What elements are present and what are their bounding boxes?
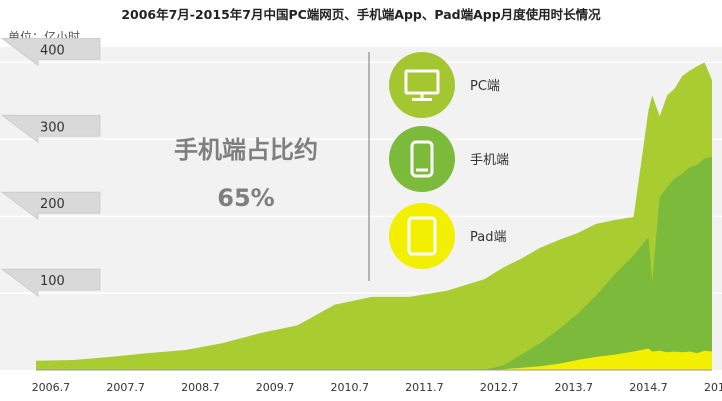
phone-icon — [410, 140, 434, 178]
legend-pc-circle — [389, 52, 455, 118]
legend-pc-label: PC端 — [470, 79, 500, 94]
legend-item-mobile: 手机端 — [389, 126, 509, 192]
area-series — [36, 62, 712, 371]
y-tab-400 — [0, 37, 101, 67]
y-tab-100 — [0, 268, 101, 297]
x-tick-label: 2010.7 — [330, 381, 369, 394]
x-tick-label: 2013.7 — [555, 381, 594, 394]
annotation-line1: 手机端占比约 — [174, 136, 318, 164]
x-tick-label: 2011.7 — [405, 381, 444, 394]
legend-item-pc: PC端 — [389, 52, 500, 118]
legend-item-pad: Pad端 — [389, 203, 506, 269]
x-tick-label: 2008.7 — [181, 381, 220, 394]
legend: PC端 手机端 Pad端 — [389, 52, 509, 269]
pad-area — [36, 348, 712, 370]
legend-mobile-circle — [389, 126, 455, 192]
legend-pad-label: Pad端 — [470, 230, 506, 245]
y-tick-label-100: 100 — [40, 274, 65, 289]
pc-area — [36, 62, 712, 371]
x-tick-label: 2009.7 — [256, 381, 295, 394]
mobile-area — [36, 157, 712, 370]
x-tick-label: 2015.7 — [704, 381, 722, 394]
y-tab-200 — [0, 191, 101, 220]
y-tick-label-200: 200 — [40, 197, 65, 212]
x-tick-label: 2006.7 — [32, 381, 71, 394]
x-tick-label: 2012.7 — [480, 381, 519, 394]
legend-pad-circle — [389, 203, 455, 269]
legend-mobile-label: 手机端 — [470, 153, 509, 168]
y-tab-300 — [0, 114, 101, 144]
monitor-icon — [404, 69, 440, 101]
annotation-line2: 65% — [217, 184, 274, 212]
x-tick-label: 2007.7 — [106, 381, 145, 394]
tablet-icon — [407, 216, 437, 256]
y-axis-tabs: 100 200 300 400 — [0, 37, 101, 297]
grid-lines — [0, 61, 722, 294]
x-axis-ticks: 2006.7 2007.7 2008.7 2009.7 2010.7 2011.7 2012… — [32, 381, 722, 394]
chart-title: 2006年7月-2015年7月中国PC端网页、手机端App、Pad端App月度使… — [121, 7, 601, 22]
y-tick-label-300: 300 — [40, 120, 65, 135]
x-tick-label: 2014.7 — [629, 381, 668, 394]
y-tick-label-400: 400 — [40, 43, 65, 58]
